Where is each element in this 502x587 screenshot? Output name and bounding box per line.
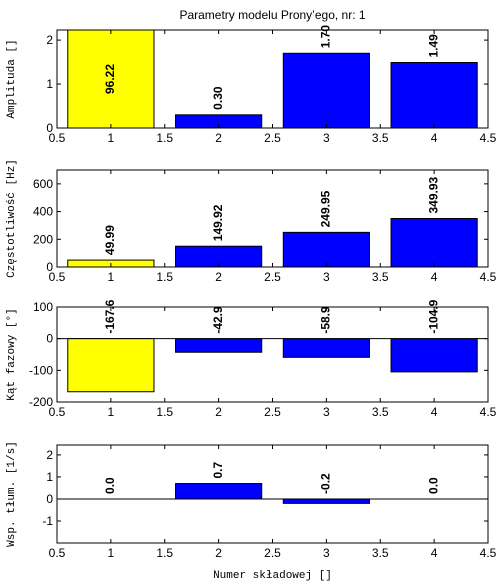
y-axis-label: Amplituda [] — [6, 39, 18, 118]
y-axis-label: Wsp. tłum. [1/s] — [6, 441, 18, 547]
plot-area — [67, 218, 478, 267]
y-tick-label: 0 — [46, 260, 53, 274]
y-tick-label: -100 — [29, 363, 53, 377]
x-tick-label: 2.5 — [264, 270, 281, 284]
value-label: 96.22 — [103, 64, 117, 94]
bar — [282, 231, 370, 267]
value-label: -42.9 — [211, 306, 225, 334]
y-tick-label: 0 — [46, 492, 53, 506]
value-label: 0.0 — [426, 477, 440, 494]
x-tick-label: 3 — [323, 270, 330, 284]
value-label: 249.95 — [319, 190, 333, 227]
x-tick-label: 1.5 — [156, 131, 173, 145]
y-tick-label: 1 — [46, 77, 53, 91]
bar — [282, 338, 370, 358]
x-tick-label: 1 — [108, 270, 115, 284]
x-tick-label: 0.5 — [49, 131, 66, 145]
x-tick-label: 3.5 — [372, 131, 389, 145]
x-tick-label: 0.5 — [49, 270, 66, 284]
value-label: 149.92 — [211, 204, 225, 241]
value-label: 0.0 — [103, 477, 117, 494]
y-tick-label: 2 — [46, 33, 53, 47]
x-tick-label: 1 — [108, 405, 115, 419]
x-tick-label: 1 — [108, 546, 115, 560]
x-tick-label: 2 — [215, 270, 222, 284]
value-label: -104.9 — [426, 299, 440, 333]
y-tick-label: 100 — [33, 300, 53, 314]
x-tick-label: 3 — [323, 546, 330, 560]
y-axis-label: Częstotliwość [Hz] — [6, 159, 18, 278]
x-tick-label: 1.5 — [156, 405, 173, 419]
value-label: -167.6 — [103, 299, 117, 333]
x-tick-label: 4 — [431, 405, 438, 419]
y-tick-label: 400 — [33, 205, 53, 219]
x-tick-label: 4.5 — [480, 131, 497, 145]
y-tick-label: 2 — [46, 448, 53, 462]
value-label: 0.30 — [211, 86, 225, 110]
x-tick-label: 2 — [215, 131, 222, 145]
x-tick-label: 2 — [215, 546, 222, 560]
bar — [390, 218, 478, 267]
value-label: -0.2 — [319, 473, 333, 494]
y-tick-label: -200 — [29, 395, 53, 409]
value-label: 349.93 — [426, 176, 440, 213]
y-tick-label: -1 — [42, 514, 53, 528]
bar — [67, 30, 155, 128]
x-tick-label: 3.5 — [372, 270, 389, 284]
y-tick-label: 0 — [46, 332, 53, 346]
x-tick-label: 2 — [215, 405, 222, 419]
x-tick-label: 4 — [431, 270, 438, 284]
x-tick-label: 4.5 — [480, 270, 497, 284]
bar — [175, 245, 263, 267]
chart-title: Parametry modelu Prony’ego, nr: 1 — [179, 8, 365, 22]
x-tick-label: 3.5 — [372, 546, 389, 560]
x-tick-label: 2.5 — [264, 131, 281, 145]
plot-area — [57, 338, 488, 393]
bar — [390, 62, 478, 128]
bar — [282, 52, 370, 128]
axes-bg — [57, 445, 488, 543]
x-tick-label: 3 — [323, 405, 330, 419]
value-label: 1.49 — [426, 34, 440, 58]
x-tick-label: 2.5 — [264, 405, 281, 419]
y-tick-label: 1 — [46, 470, 53, 484]
x-tick-label: 0.5 — [49, 546, 66, 560]
x-tick-label: 3 — [323, 131, 330, 145]
x-tick-label: 4.5 — [480, 405, 497, 419]
y-tick-label: 600 — [33, 177, 53, 191]
x-tick-label: 4 — [431, 546, 438, 560]
y-tick-label: 0 — [46, 121, 53, 135]
bar — [175, 114, 263, 128]
x-tick-label: 4 — [431, 131, 438, 145]
bar — [282, 498, 370, 504]
y-tick-label: 200 — [33, 232, 53, 246]
bar — [175, 338, 263, 353]
value-label: 1.70 — [319, 25, 333, 49]
x-tick-label: 1.5 — [156, 546, 173, 560]
bar — [67, 338, 155, 393]
x-tick-label: 1 — [108, 131, 115, 145]
bar — [390, 338, 478, 373]
x-tick-label: 1.5 — [156, 270, 173, 284]
plot-area — [67, 30, 478, 128]
plot-area — [57, 483, 488, 504]
value-label: -58.9 — [319, 306, 333, 334]
x-tick-label: 3.5 — [372, 405, 389, 419]
y-axis-label: Kąt fazowy [°] — [6, 308, 18, 400]
value-label: 49.99 — [103, 225, 117, 255]
x-tick-label: 4.5 — [480, 546, 497, 560]
value-label: 0.7 — [211, 462, 225, 479]
x-tick-label: 0.5 — [49, 405, 66, 419]
x-tick-label: 2.5 — [264, 546, 281, 560]
x-axis-label: Numer składowej [] — [213, 570, 332, 582]
bar — [175, 483, 263, 500]
